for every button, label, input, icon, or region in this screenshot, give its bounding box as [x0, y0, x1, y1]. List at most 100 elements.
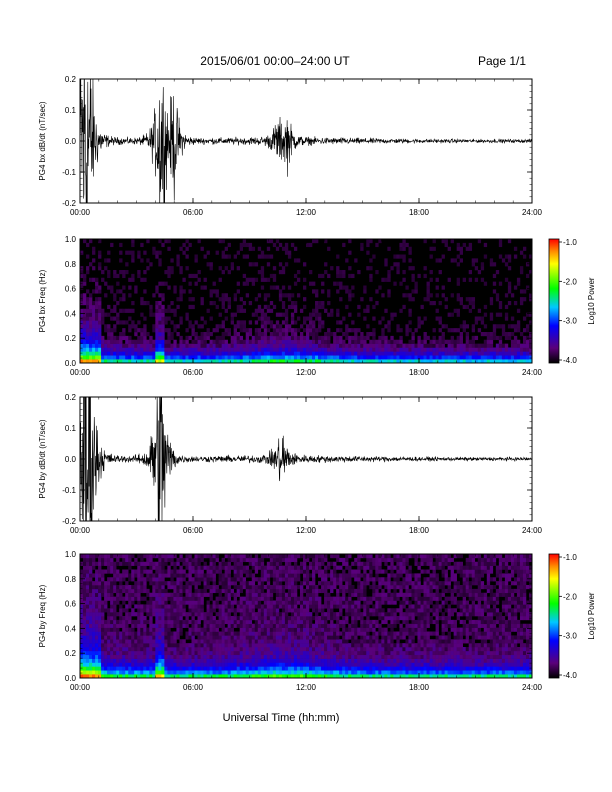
plot-frame — [79, 396, 533, 522]
heat-cell — [278, 588, 283, 594]
heat-cell — [290, 643, 295, 648]
heat-cell — [200, 565, 204, 570]
heat-cell — [158, 355, 162, 360]
heat-cell — [110, 631, 114, 636]
heat-cell — [230, 359, 234, 364]
heat-cell — [86, 332, 90, 337]
heat-cell — [173, 312, 177, 317]
heat-cell — [170, 561, 174, 566]
heat-cell — [251, 639, 256, 644]
heat-cell — [113, 643, 117, 648]
heat-cell — [260, 285, 265, 290]
heat-cell — [230, 619, 234, 625]
heat-cell — [197, 277, 201, 282]
heat-cell — [173, 339, 177, 344]
heat-cell — [459, 339, 463, 344]
heat-cell — [306, 666, 310, 671]
heat-cell — [510, 332, 515, 337]
heat-cell — [101, 335, 105, 341]
heat-cell — [98, 297, 102, 302]
heat-cell — [483, 304, 488, 310]
heat-cell — [218, 588, 222, 594]
heat-cell — [438, 335, 442, 341]
heat-cell — [92, 608, 96, 613]
heat-cell — [312, 324, 316, 329]
heat-cell — [312, 600, 316, 605]
heat-cell — [125, 658, 129, 663]
heat-cell — [110, 670, 114, 675]
heat-cell — [318, 351, 322, 356]
heat-cell — [104, 355, 108, 360]
heat-cell — [354, 332, 358, 337]
heat-cell — [324, 355, 328, 360]
colorbar-tick-label: -2.0 — [563, 277, 577, 286]
heat-cell — [257, 293, 262, 298]
heat-cell — [504, 351, 509, 356]
heat-cell — [372, 343, 376, 348]
heat-cell — [149, 635, 153, 640]
heat-cell — [80, 312, 84, 317]
heat-cell — [92, 258, 96, 263]
heat-cell — [230, 647, 234, 652]
heat-cell — [131, 239, 135, 244]
heat-cell — [110, 596, 114, 601]
heat-cell — [218, 577, 222, 582]
heat-cell — [477, 359, 482, 364]
heat-cell — [417, 355, 421, 360]
heat-cell — [215, 666, 219, 671]
heat-cell — [125, 359, 129, 364]
heat-cell — [266, 569, 271, 574]
heat-cell — [179, 293, 183, 298]
heat-cell — [351, 285, 355, 290]
heat-cell — [104, 627, 108, 632]
heat-cell — [372, 328, 376, 333]
heat-cell — [146, 643, 150, 648]
heat-cell — [254, 596, 259, 601]
heat-cell — [299, 666, 304, 671]
heat-cell — [155, 639, 159, 644]
heat-cell — [312, 608, 316, 613]
heat-cell — [254, 554, 259, 559]
heat-cell — [266, 631, 271, 636]
heat-cell — [290, 654, 295, 659]
heat-cell — [281, 600, 286, 605]
heat-cell — [161, 654, 165, 659]
heat-cell — [167, 304, 171, 310]
heat-cell — [179, 650, 183, 656]
heat-cell — [435, 347, 439, 352]
heat-cell — [146, 592, 150, 597]
heat-cell — [281, 604, 286, 609]
heat-cell — [110, 347, 114, 352]
heat-cell — [194, 627, 198, 632]
heat-cell — [309, 662, 313, 667]
heat-cell — [176, 635, 180, 640]
heat-cell — [194, 565, 198, 570]
heat-cell — [381, 293, 385, 298]
heat-cell — [227, 650, 231, 656]
heat-cell — [306, 339, 310, 344]
heat-cell — [125, 596, 129, 601]
heat-cell — [182, 670, 186, 675]
x-tick-label: 18:00 — [409, 208, 430, 217]
heat-cell — [95, 577, 99, 582]
heat-cell — [86, 289, 90, 294]
heat-cell — [372, 339, 376, 344]
heat-cell — [393, 343, 397, 348]
x-tick-label: 00:00 — [70, 368, 91, 377]
heat-cell — [528, 297, 533, 302]
heat-cell — [387, 359, 391, 364]
heat-cell — [233, 608, 237, 613]
heat-cell — [272, 643, 277, 648]
heat-cell — [456, 246, 460, 251]
heat-cell — [245, 588, 250, 594]
heat-cell — [107, 592, 111, 597]
heat-cell — [89, 262, 93, 267]
heat-cell — [339, 343, 343, 348]
heat-cell — [248, 347, 253, 352]
heat-cell — [218, 359, 222, 364]
heat-cell — [242, 343, 247, 348]
heat-cell — [260, 670, 265, 675]
heat-cell — [342, 355, 346, 360]
heat-cell — [215, 289, 219, 294]
heat-cell — [194, 343, 198, 348]
